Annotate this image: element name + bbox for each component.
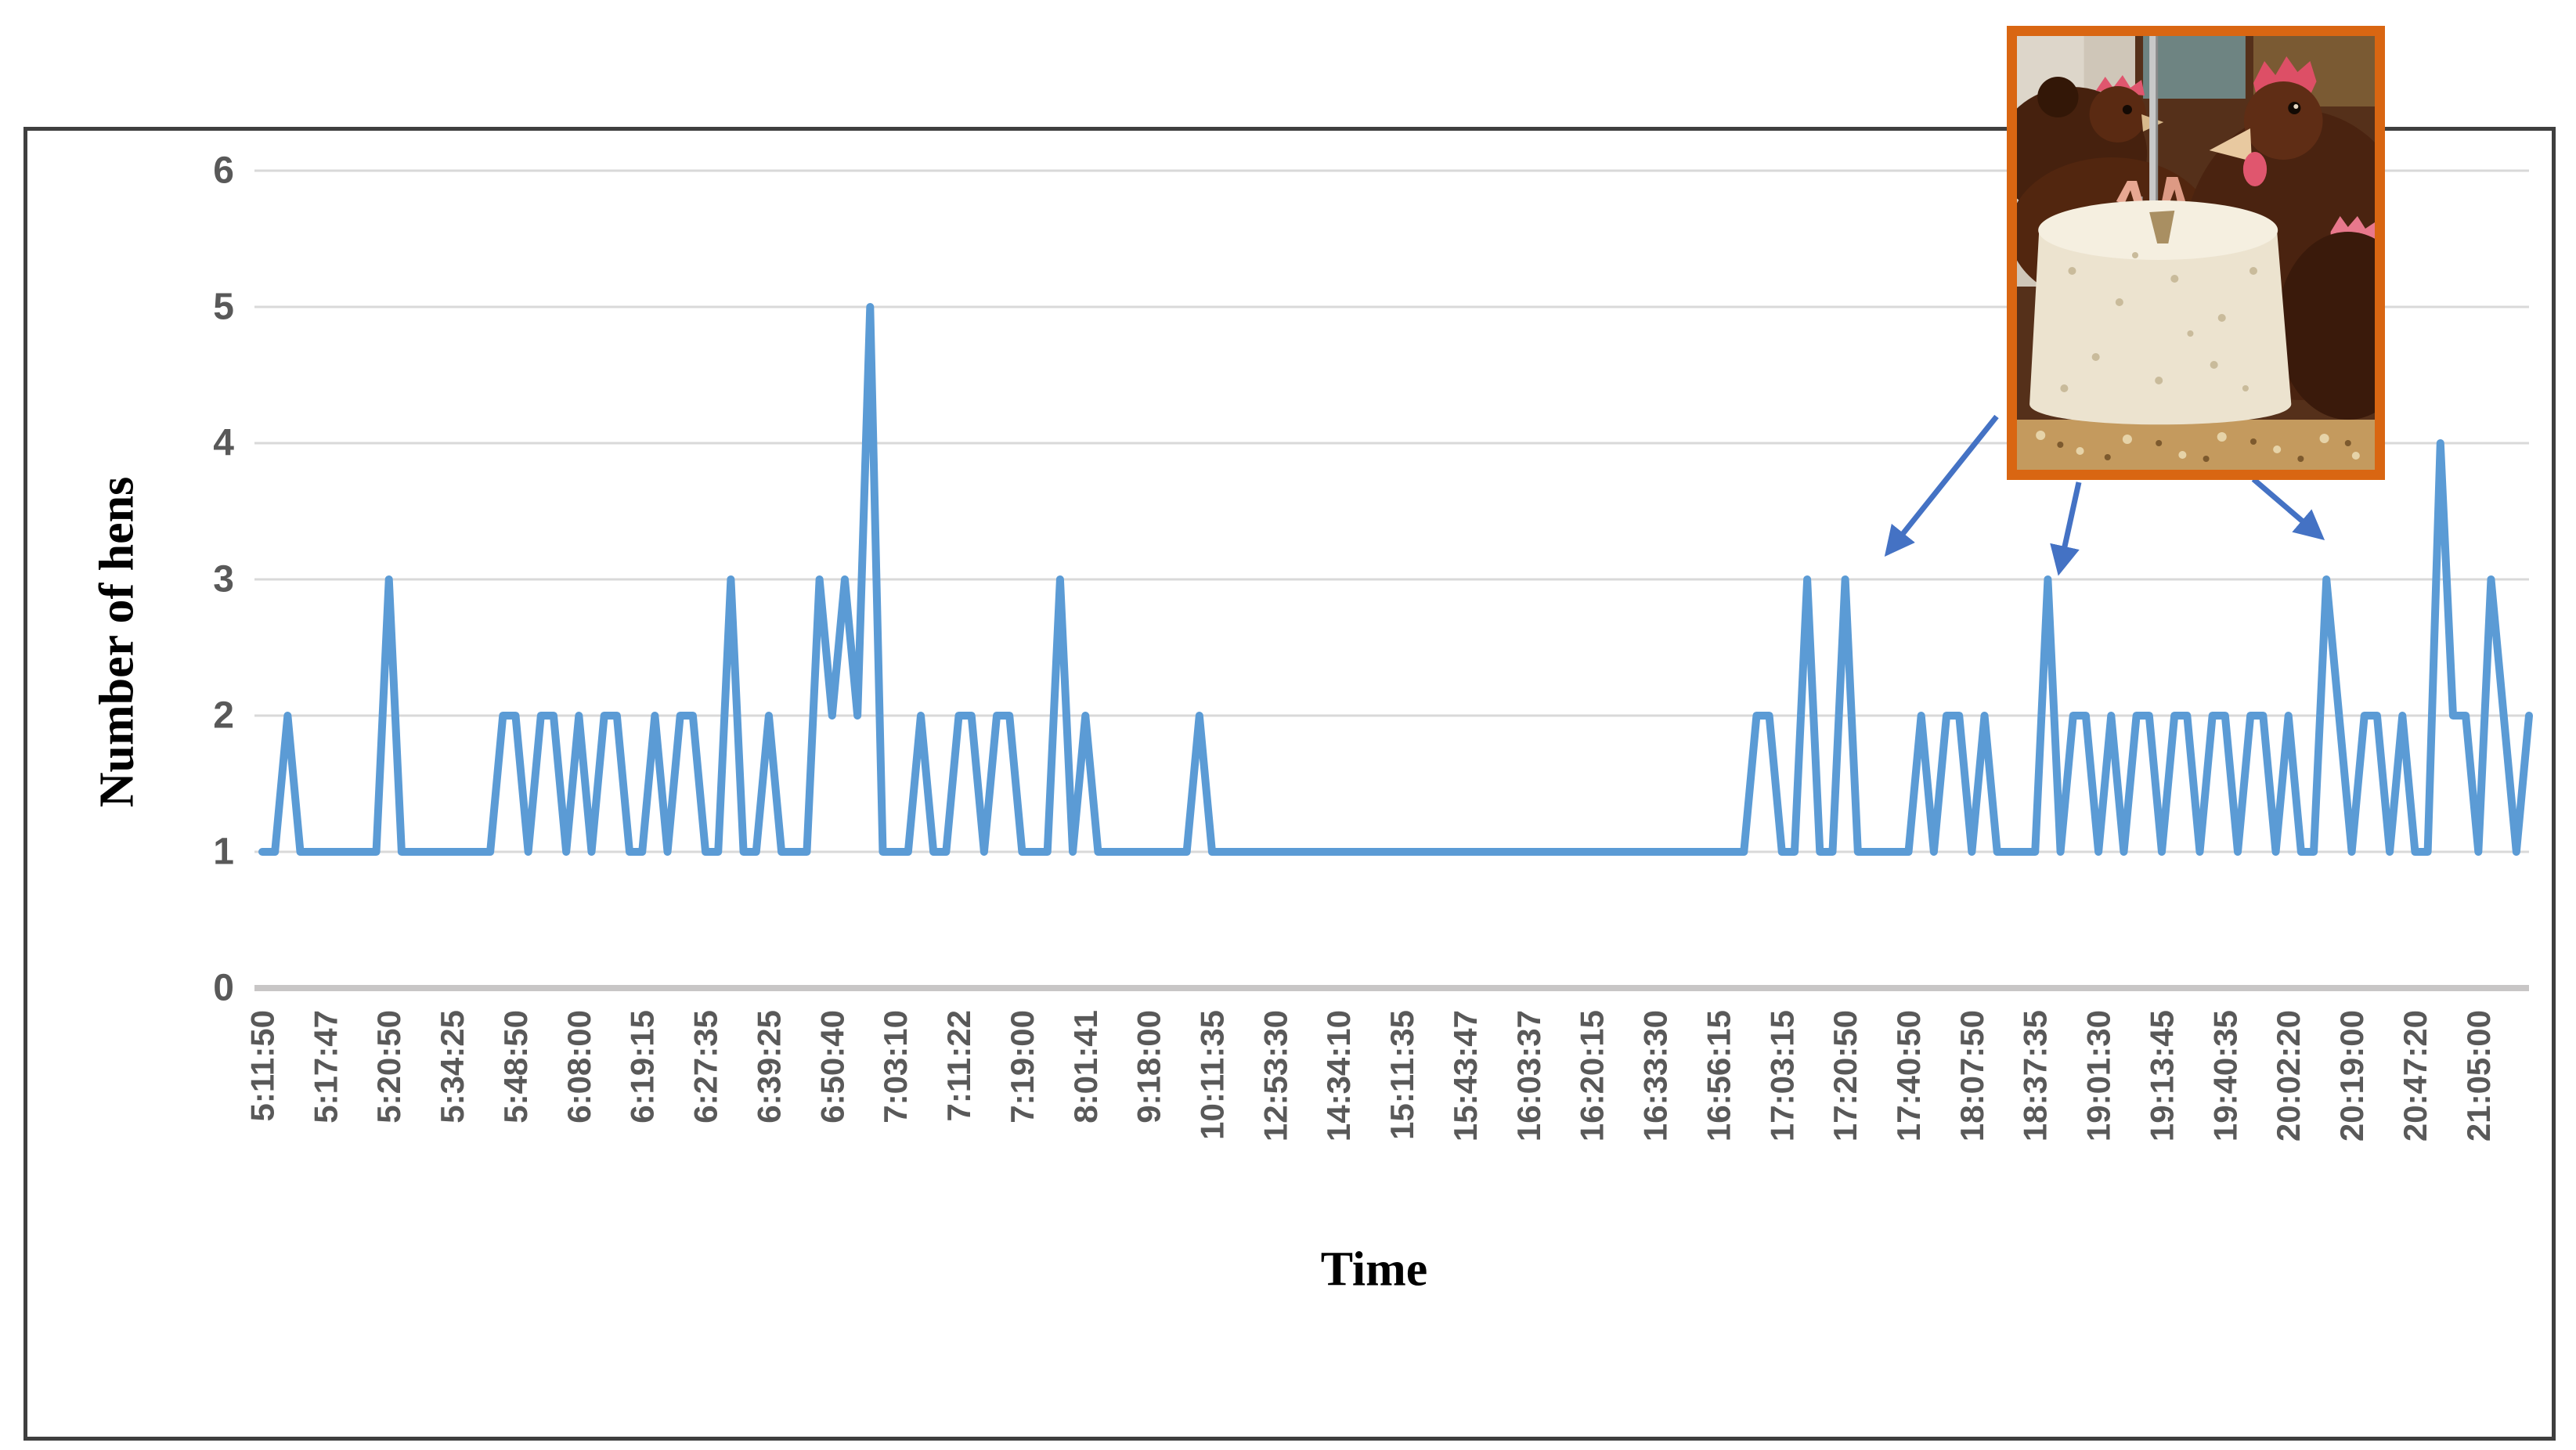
x-tick-label: 20:47:20 bbox=[2397, 1010, 2433, 1142]
x-tick-label: 6:19:15 bbox=[624, 1010, 661, 1124]
x-tick-label: 16:33:30 bbox=[1637, 1010, 1674, 1142]
x-tick-label: 17:03:15 bbox=[1763, 1010, 1800, 1142]
x-tick-label: 6:08:00 bbox=[561, 1010, 597, 1124]
x-tick-label: 15:43:47 bbox=[1447, 1010, 1484, 1142]
x-tick-label: 19:13:45 bbox=[2143, 1010, 2180, 1142]
x-tick-label: 12:53:30 bbox=[1257, 1010, 1293, 1142]
x-tick-label: 6:39:25 bbox=[750, 1010, 787, 1124]
x-axis-title: Time bbox=[1320, 1243, 1428, 1297]
x-tick-label: 7:11:22 bbox=[940, 1010, 977, 1121]
x-tick-label: 20:02:20 bbox=[2270, 1010, 2307, 1142]
x-tick-label: 9:18:00 bbox=[1131, 1010, 1167, 1124]
x-tick-label: 19:40:35 bbox=[2206, 1010, 2243, 1142]
metal-rod bbox=[2149, 36, 2158, 212]
hens-photo-illustration bbox=[2017, 36, 2375, 470]
hen-head-left bbox=[2089, 86, 2147, 142]
x-tick-label: 5:17:47 bbox=[307, 1010, 344, 1124]
annotation-arrow-2 bbox=[2050, 482, 2082, 576]
x-tick-label: 5:34:25 bbox=[434, 1010, 471, 1124]
x-tick-label: 18:37:35 bbox=[2017, 1010, 2054, 1142]
block-speckles bbox=[2060, 252, 2258, 392]
x-tick-label: 19:01:30 bbox=[2080, 1010, 2117, 1142]
x-tick-label: 14:34:10 bbox=[1320, 1010, 1357, 1142]
shavings-speckles-dark bbox=[2057, 438, 2351, 462]
x-tick-label: 17:20:50 bbox=[1827, 1010, 1863, 1142]
hen-back-left-head bbox=[2037, 77, 2079, 117]
hen-foot-2 bbox=[2162, 177, 2186, 204]
rod-hole-in-block bbox=[2149, 211, 2175, 243]
x-tick-label: 6:50:40 bbox=[814, 1010, 850, 1124]
hen-head-right bbox=[2243, 81, 2323, 160]
y-tick-label: 2 bbox=[213, 695, 234, 737]
metal-rod-shadow bbox=[2156, 36, 2159, 212]
annotation-arrow-3 bbox=[2251, 477, 2325, 541]
y-tick-label: 5 bbox=[213, 287, 234, 328]
x-tick-label: 7:19:00 bbox=[1004, 1010, 1041, 1124]
x-tick-label: 5:20:50 bbox=[370, 1010, 407, 1124]
y-tick-label: 6 bbox=[213, 150, 234, 192]
x-tick-label: 18:07:50 bbox=[1954, 1010, 1990, 1142]
pecking-block bbox=[2029, 205, 2292, 425]
hen-eye-highlight bbox=[2293, 104, 2299, 109]
x-tick-label: 7:03:10 bbox=[877, 1010, 914, 1124]
annotation-arrow-1 bbox=[1884, 414, 1999, 557]
x-tick-label: 15:11:35 bbox=[1384, 1010, 1420, 1140]
x-tick-label: 20:19:00 bbox=[2333, 1010, 2370, 1142]
x-tick-label: 16:56:15 bbox=[1700, 1010, 1737, 1142]
hen-beak-right bbox=[2209, 128, 2252, 161]
wood-shavings-floor bbox=[2017, 420, 2375, 470]
window-blur bbox=[2143, 36, 2246, 99]
x-tick-label: 17:40:50 bbox=[1890, 1010, 1927, 1142]
x-tick-label: 10:11:35 bbox=[1193, 1010, 1230, 1140]
x-tick-label: 5:11:50 bbox=[244, 1010, 281, 1121]
x-tick-label: 16:03:37 bbox=[1510, 1010, 1547, 1142]
x-tick-label: 6:27:35 bbox=[687, 1010, 724, 1124]
x-tick-label: 5:48:50 bbox=[497, 1010, 534, 1124]
x-tick-label: 21:05:00 bbox=[2460, 1010, 2497, 1142]
y-tick-label: 3 bbox=[213, 559, 234, 601]
hen-foot bbox=[2116, 181, 2144, 206]
y-axis-title: Number of hens bbox=[90, 476, 144, 808]
y-tick-label: 4 bbox=[213, 423, 234, 464]
hen-body-far-right bbox=[2277, 232, 2375, 420]
hen-eye-left bbox=[2122, 105, 2132, 114]
hen-count-line bbox=[258, 303, 2533, 856]
x-tick-label: 8:01:41 bbox=[1067, 1010, 1104, 1124]
y-tick-label: 0 bbox=[213, 968, 234, 1009]
pecking-block-photo-inset bbox=[2007, 26, 2385, 480]
y-tick-label: 1 bbox=[213, 831, 234, 873]
x-tick-label: 16:20:15 bbox=[1574, 1010, 1611, 1142]
hen-wattle-right bbox=[2242, 152, 2268, 186]
shavings-speckles-light bbox=[2036, 431, 2360, 460]
